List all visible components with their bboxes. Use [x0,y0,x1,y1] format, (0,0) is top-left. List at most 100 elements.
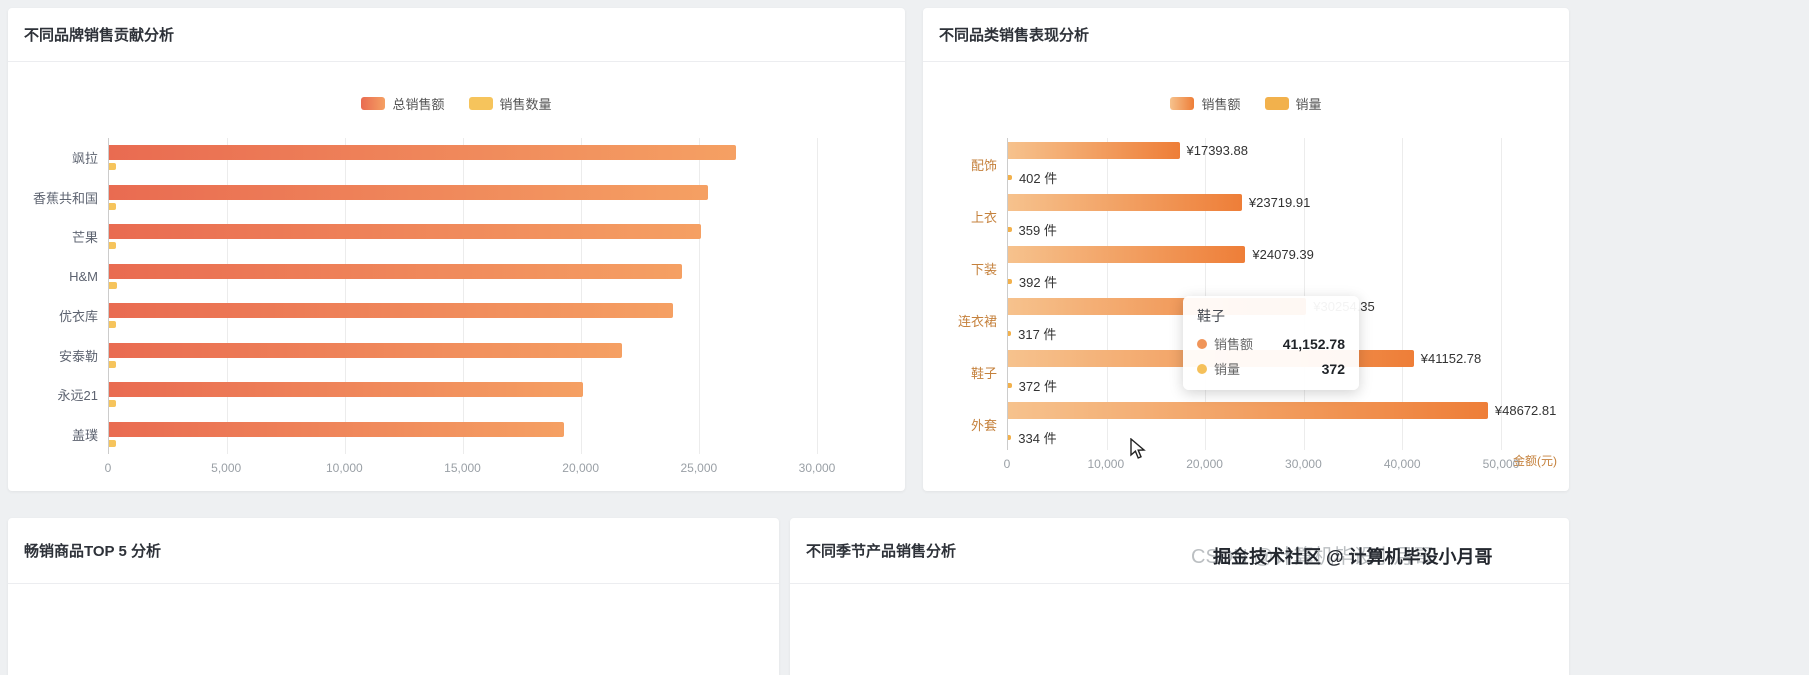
qty-bar[interactable] [1008,278,1012,284]
qty-bar[interactable] [1008,226,1012,232]
x-axis: 0 5,000 10,000 15,000 20,000 25,000 30,000 [104,454,836,478]
bar-value-label: ¥24079.39 [1252,246,1314,262]
legend-swatch-icon [1264,96,1289,110]
qty-bar[interactable] [109,400,117,408]
main-bar[interactable] [109,421,564,437]
qty-bar[interactable] [1008,434,1012,440]
gridline [1106,138,1108,450]
y-axis-label: 外套 [970,417,997,433]
qty-bar[interactable] [109,360,116,368]
main-bar-line [109,145,817,161]
qty-bar[interactable] [109,281,117,289]
bar-group [109,415,817,455]
bar-rows: ¥17393.88 402 件 ¥23719.91 359 件 ¥24079.39 392… [1008,138,1556,450]
gridline [699,138,700,454]
main-bar[interactable] [109,303,674,319]
panel-title: 不同季节产品销售分析 [806,543,957,560]
gridline [227,138,228,454]
bar-group [109,217,817,257]
panel-category-sales: 不同品类销售表现分析 销售额 销量 配饰 上衣 下装 连衣裙 鞋子 外套 ¥17393.88… [923,8,1569,491]
qty-bar-line [109,163,817,171]
tooltip-row: 销量 372 [1197,359,1345,378]
qty-bar-line: 359 件 [1008,220,1501,239]
legend-item[interactable]: 总销售额 [361,94,445,113]
chart-body: 飒拉 香蕉共和国 芒果 H&M 优衣库 安泰勒 永远21 盖璞 [8,138,905,454]
main-bar[interactable] [109,342,622,358]
main-bar[interactable] [109,184,708,200]
bar-group [109,257,817,297]
main-bar-line [109,184,817,200]
tooltip-title: 鞋子 [1197,308,1225,324]
gridline [817,138,818,454]
panel-header: 不同品类销售表现分析 [923,8,1569,62]
legend-label: 销量 [1295,96,1322,112]
gridline [1303,138,1305,450]
watermark-light: CSDN @计算机毕设小月哥 [1191,546,1434,568]
main-bar[interactable] [109,224,702,240]
main-bar-line: ¥48672.81 [1008,401,1556,419]
plot-area: ¥17393.88 402 件 ¥23719.91 359 件 ¥24079.39 392… [1007,138,1556,450]
qty-bar[interactable] [1008,382,1012,388]
main-bar[interactable] [1008,193,1242,211]
main-bar[interactable] [1008,245,1246,263]
main-bar-line: ¥24079.39 [1008,245,1501,263]
x-tick-label: 0 [104,461,112,475]
qty-bar[interactable] [109,439,116,447]
tooltip-label: 销量 [1214,362,1241,377]
bar-value-label: ¥23719.91 [1248,194,1311,210]
legend-swatch-icon [1170,96,1195,110]
qty-bar[interactable] [109,321,117,329]
gridline [345,138,346,454]
x-tick-label: 5,000 [211,461,242,475]
legend-label: 销售数量 [499,96,552,112]
legend-label: 总销售额 [392,96,445,112]
watermark-dark: 掘金技术社区 @ 计算机毕设小月哥 [1213,547,1493,567]
gridline [581,138,582,454]
main-bar-line [109,263,817,279]
y-axis-label: 飒拉 [71,151,98,167]
qty-bar[interactable] [109,163,117,171]
gridline [463,138,464,454]
brand-bar-chart: 飒拉 香蕉共和国 芒果 H&M 优衣库 安泰勒 永远21 盖璞 0 5,000 10,000 15,… [8,138,905,478]
quantity-series-dot-icon [1197,363,1207,374]
qty-bar[interactable] [1008,174,1012,180]
main-bar[interactable] [109,382,584,398]
bar-group [109,375,817,415]
sales-series-dot-icon [1197,338,1207,349]
y-axis-label: 鞋子 [970,365,997,381]
legend-item[interactable]: 销量 [1264,94,1322,113]
bar-value-label: 317 件 [1018,326,1057,342]
x-tick-label: 20,000 [1186,457,1223,471]
qty-bar[interactable] [1008,330,1012,336]
qty-bar[interactable] [109,242,116,250]
legend-item[interactable]: 销售数量 [468,94,552,113]
main-bar[interactable] [109,145,736,161]
panel-header: 不同品牌销售贡献分析 [8,8,905,62]
chart-tooltip: 鞋子 销售额 41,152.78 销量 372 [1183,296,1359,390]
y-axis-label: 永远21 [57,388,98,404]
bar-group [109,336,817,376]
qty-bar-line [109,321,817,329]
main-bar-line [109,382,817,398]
main-bar-line [109,303,817,319]
panel-title: 不同品类销售表现分析 [939,27,1090,44]
qty-bar[interactable] [109,202,117,210]
y-axis-label: 香蕉共和国 [32,190,98,206]
main-bar[interactable] [109,263,682,279]
x-tick-label: 20,000 [562,461,600,475]
y-axis-label: 下装 [970,261,997,277]
y-axis-label: 芒果 [71,230,98,246]
panel-title: 不同品牌销售贡献分析 [24,27,175,44]
main-bar[interactable] [1008,401,1488,419]
chart-legend: 总销售额 销售数量 [8,88,905,118]
qty-bar-line: 392 件 [1008,272,1501,291]
main-bar[interactable] [1008,141,1180,159]
legend-item[interactable]: 销售额 [1170,94,1241,113]
qty-bar-line [109,242,817,250]
plot-area [108,138,818,455]
panel-title: 畅销商品TOP 5 分析 [24,543,161,560]
bar-value-label: 372 件 [1018,378,1057,394]
legend-label: 销售额 [1201,96,1241,112]
x-tick-label: 10,000 [1087,457,1125,471]
qty-bar-line: 372 件 [1008,376,1501,395]
